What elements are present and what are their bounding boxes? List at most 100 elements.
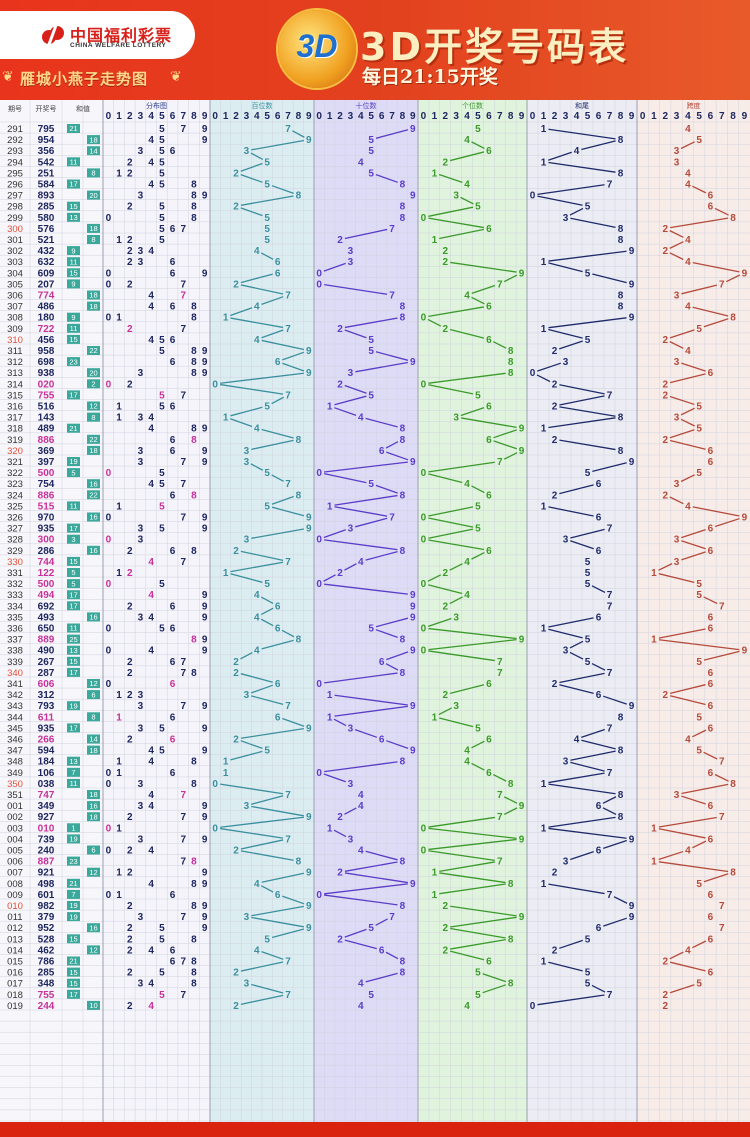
distribution-digit: 3: [138, 413, 144, 424]
sum-value: 17: [69, 602, 77, 611]
units-digit: 9: [519, 268, 525, 279]
sum-value: 15: [69, 202, 77, 211]
units-trend-line: [438, 707, 452, 716]
hundreds-digit: 3: [244, 690, 250, 701]
tens-digit: 8: [400, 213, 406, 224]
sum-badge: [87, 512, 100, 522]
hundreds-digit: 7: [285, 557, 291, 568]
table-row: 339 267 15 2 6 7: [7, 656, 186, 668]
draw-number: 632: [38, 257, 55, 268]
units-trend-line: [460, 196, 474, 205]
sum-value: 15: [69, 968, 77, 977]
units-trend-line: [482, 984, 507, 994]
distribution-digit: 7: [180, 857, 186, 868]
draw-number: 489: [38, 424, 55, 435]
sum_tail-digit: 0: [530, 191, 536, 202]
distribution-digit: 1: [116, 768, 122, 779]
tens-digit: 3: [348, 524, 354, 535]
units-digit: 4: [464, 757, 470, 768]
sum-value: 9: [71, 313, 75, 322]
tens-trend-line: [324, 894, 398, 906]
units-digit: 1: [432, 168, 438, 179]
tens-digit: 9: [410, 612, 416, 623]
header-digit: 3: [244, 111, 250, 122]
hundreds-digit: 5: [264, 501, 270, 512]
sum-badge: [87, 845, 100, 855]
sum-badge: [87, 412, 100, 422]
span-trend-line: [692, 940, 707, 949]
distribution-digit: 9: [202, 912, 208, 923]
header-digit: 3: [674, 111, 680, 122]
sum_tail-digit: 2: [552, 402, 558, 413]
distribution-digit: 5: [159, 468, 165, 479]
distribution-digit: 8: [191, 313, 197, 324]
sum-badge: [87, 545, 100, 555]
table-row: 351 747 18 4 7: [7, 790, 186, 801]
distribution-digit: 8: [191, 957, 197, 968]
hundreds-trend-line: [230, 307, 253, 317]
hundreds-digit: 3: [244, 457, 250, 468]
span-trend-line: [681, 540, 706, 550]
tens-digit: 8: [400, 968, 406, 979]
sum-value: 5: [71, 468, 75, 477]
units-trend-line: [493, 341, 507, 349]
span-digit: 5: [696, 879, 702, 890]
sum-value: 19: [69, 835, 77, 844]
header-digit: 1: [432, 111, 438, 122]
hundreds-digit: 7: [285, 990, 291, 1001]
sum-badge: [67, 623, 80, 633]
hundreds-trend-line: [251, 695, 284, 706]
tens-trend-line: [344, 939, 377, 950]
header-digit: 5: [368, 111, 374, 122]
span-digit: 6: [708, 968, 714, 979]
units-digit: 5: [475, 501, 481, 512]
header-digit: 8: [191, 111, 197, 122]
span-trend-line: [658, 816, 717, 828]
table-row: 303 632 11 2 3 6: [7, 257, 176, 268]
distribution-digit: 8: [191, 635, 197, 646]
distribution-digit: 7: [180, 812, 186, 823]
issue-number: 293: [7, 146, 23, 157]
units-trend-line: [428, 650, 495, 662]
units-trend-line: [427, 574, 442, 582]
hundreds-digit: 2: [233, 202, 239, 213]
header-digit: 5: [264, 111, 270, 122]
sum_tail-trend-line: [559, 939, 583, 949]
sum-badge: [87, 812, 100, 822]
hundreds-trend-line: [220, 372, 304, 384]
draw-number: 122: [38, 568, 55, 579]
sum-badge: [87, 612, 100, 622]
sum_tail-digit: 8: [618, 712, 624, 723]
distribution-digit: 2: [127, 812, 133, 823]
hundreds-trend-line: [282, 351, 305, 361]
header-digit: 8: [296, 111, 302, 122]
sum-badge: [87, 368, 100, 378]
units-digit: 2: [442, 246, 448, 257]
hundreds-digit: 9: [306, 368, 312, 379]
table-row: 345 935 17 3 5 9: [7, 723, 208, 734]
hundreds-digit: 1: [223, 768, 229, 779]
sum-badge: [67, 323, 80, 333]
sum-value: 16: [89, 546, 97, 555]
hundreds-trend-line: [260, 252, 274, 260]
issue-number: 299: [7, 213, 23, 224]
distribution-digit: 7: [180, 957, 186, 968]
draw-number: 927: [38, 812, 55, 823]
header-digit: 3: [453, 111, 459, 122]
table-row: 009 601 7 0 1 6: [7, 889, 176, 901]
sum_tail-digit: 6: [596, 801, 602, 812]
hundreds-trend-line: [250, 152, 264, 161]
units-trend-line: [471, 551, 485, 560]
hundreds-trend-line: [261, 950, 284, 960]
draw-number: 793: [38, 701, 55, 712]
issue-number: 008: [7, 879, 23, 890]
issue-number: 303: [7, 257, 23, 268]
span-digit: 9: [742, 513, 748, 524]
distribution-digit: 7: [180, 834, 186, 845]
sum-badge: [67, 279, 80, 289]
tens-trend-line: [375, 351, 409, 361]
table-row: 309 722 11 2 7: [7, 323, 186, 335]
table-row: 314 020 2 0 2: [7, 379, 133, 390]
distribution-digit: 1: [116, 823, 122, 834]
